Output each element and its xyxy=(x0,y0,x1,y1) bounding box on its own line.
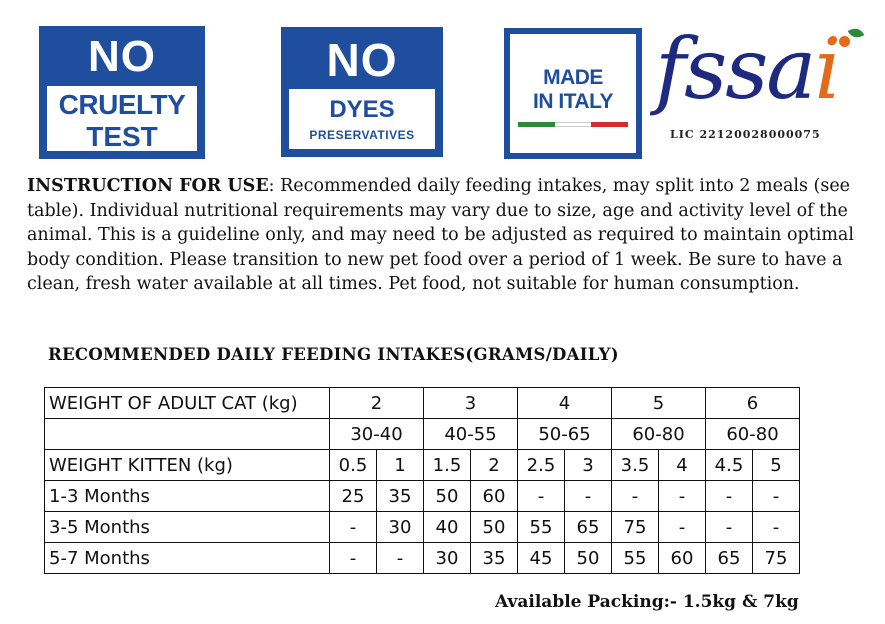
table-cell: 3 xyxy=(564,449,612,481)
badge-preservatives-text: PRESERVATIVES xyxy=(309,128,415,142)
table-row: 1-3 Months 25 35 50 60 - - - - - - xyxy=(44,480,800,512)
adult-intake-row: 30-40 40-55 50-65 60-80 60-80 xyxy=(44,418,800,450)
table-cell: - xyxy=(517,480,565,512)
badge-no-text: NO xyxy=(88,32,156,81)
table-cell: - xyxy=(376,542,424,574)
table-cell: 0.5 xyxy=(329,449,377,481)
no-cruelty-test-badge: NO CRUELTY TEST xyxy=(39,26,205,159)
badge-cruelty-text: CRUELTY xyxy=(58,89,186,120)
fssai-wordmark-accent: i xyxy=(814,20,841,118)
table-cell: 40 xyxy=(423,511,471,543)
feeding-table-title: RECOMMENDED DAILY FEEDING INTAKES(GRAMS/… xyxy=(48,345,619,364)
italian-flag-stripe xyxy=(518,122,629,127)
table-cell: 60 xyxy=(658,542,706,574)
table-cell: - xyxy=(752,511,800,543)
badge-dyes-text: DYES xyxy=(329,96,395,123)
table-cell: 40-55 xyxy=(423,418,518,450)
table-cell: 1 xyxy=(376,449,424,481)
badge-lower-panel: DYES PRESERVATIVES xyxy=(289,89,435,149)
fssai-wordmark-main: fssa xyxy=(655,20,816,118)
table-cell: 75 xyxy=(752,542,800,574)
table-cell: - xyxy=(611,480,659,512)
table-cell: 2.5 xyxy=(517,449,565,481)
table-cell: 2 xyxy=(470,449,518,481)
made-in-italy-badge: MADE IN ITALY xyxy=(504,28,642,159)
table-cell: - xyxy=(329,511,377,543)
table-cell: 4 xyxy=(658,449,706,481)
table-cell: 35 xyxy=(376,480,424,512)
table-cell: - xyxy=(329,542,377,574)
table-cell: 55 xyxy=(611,542,659,574)
table-cell: - xyxy=(658,480,706,512)
table-cell: 60-80 xyxy=(705,418,800,450)
leaf-icon xyxy=(847,25,865,41)
no-dyes-badge: NO DYES PRESERVATIVES xyxy=(281,27,443,157)
table-cell: 30 xyxy=(423,542,471,574)
table-cell: 65 xyxy=(705,542,753,574)
table-cell: 5 xyxy=(611,387,706,419)
table-cell: 2 xyxy=(329,387,424,419)
badge-made-text: MADE xyxy=(543,66,603,89)
badge-lower-panel: CRUELTY TEST xyxy=(47,86,197,152)
table-cell: 30-40 xyxy=(329,418,424,450)
table-cell: 5 xyxy=(752,449,800,481)
table-cell: - xyxy=(658,511,706,543)
table-cell: 60-80 xyxy=(611,418,706,450)
badge-in-italy-text: IN ITALY xyxy=(532,90,614,113)
table-cell: 65 xyxy=(564,511,612,543)
table-row: 5-7 Months - - 30 35 45 50 55 60 65 75 xyxy=(44,542,800,574)
table-cell: - xyxy=(705,511,753,543)
fssai-logo: fssai xyxy=(655,24,865,144)
flag-red xyxy=(591,122,629,127)
badge-test-text: TEST xyxy=(86,121,158,152)
table-cell: 50 xyxy=(470,511,518,543)
fssai-dot xyxy=(839,36,850,47)
table-cell: - xyxy=(705,480,753,512)
table-cell: 4.5 xyxy=(705,449,753,481)
table-cell: 60 xyxy=(470,480,518,512)
fssai-license-number: LIC 22120028000075 xyxy=(670,128,821,141)
instructions-heading: INSTRUCTION FOR USE xyxy=(27,176,269,196)
feeding-table: WEIGHT OF ADULT CAT (kg) 2 3 4 5 6 30-40… xyxy=(44,387,800,574)
table-cell: 50 xyxy=(564,542,612,574)
table-cell: 1.5 xyxy=(423,449,471,481)
row-label: 1-3 Months xyxy=(44,480,330,512)
table-cell: 25 xyxy=(329,480,377,512)
table-cell: 45 xyxy=(517,542,565,574)
table-row: 3-5 Months - 30 40 50 55 65 75 - - - xyxy=(44,511,800,543)
table-cell: 3 xyxy=(423,387,518,419)
table-cell: 50 xyxy=(423,480,471,512)
table-cell: - xyxy=(564,480,612,512)
instructions-paragraph: INSTRUCTION FOR USE: Recommended daily f… xyxy=(27,174,867,297)
row-label: WEIGHT KITTEN (kg) xyxy=(44,449,330,481)
badge-no-text: NO xyxy=(326,34,398,86)
row-label: 3-5 Months xyxy=(44,511,330,543)
instructions-body: : Recommended daily feeding intakes, may… xyxy=(27,176,854,295)
kitten-weight-row: WEIGHT KITTEN (kg) 0.5 1 1.5 2 2.5 3 3.5… xyxy=(44,449,800,481)
adult-weight-row: WEIGHT OF ADULT CAT (kg) 2 3 4 5 6 xyxy=(44,387,800,419)
fssai-wordmark: fssai xyxy=(655,24,841,114)
flag-green xyxy=(518,122,555,127)
table-cell: 3.5 xyxy=(611,449,659,481)
available-packing: Available Packing:- 1.5kg & 7kg xyxy=(495,592,799,612)
badge-inner-panel: MADE IN ITALY xyxy=(510,34,636,153)
table-cell: 4 xyxy=(517,387,612,419)
row-label: WEIGHT OF ADULT CAT (kg) xyxy=(44,387,330,419)
table-cell: 6 xyxy=(705,387,800,419)
row-label xyxy=(44,418,330,450)
table-cell: 50-65 xyxy=(517,418,612,450)
table-cell: 75 xyxy=(611,511,659,543)
flag-white xyxy=(554,122,592,127)
table-cell: - xyxy=(752,480,800,512)
row-label: 5-7 Months xyxy=(44,542,330,574)
table-cell: 30 xyxy=(376,511,424,543)
table-cell: 35 xyxy=(470,542,518,574)
table-cell: 55 xyxy=(517,511,565,543)
